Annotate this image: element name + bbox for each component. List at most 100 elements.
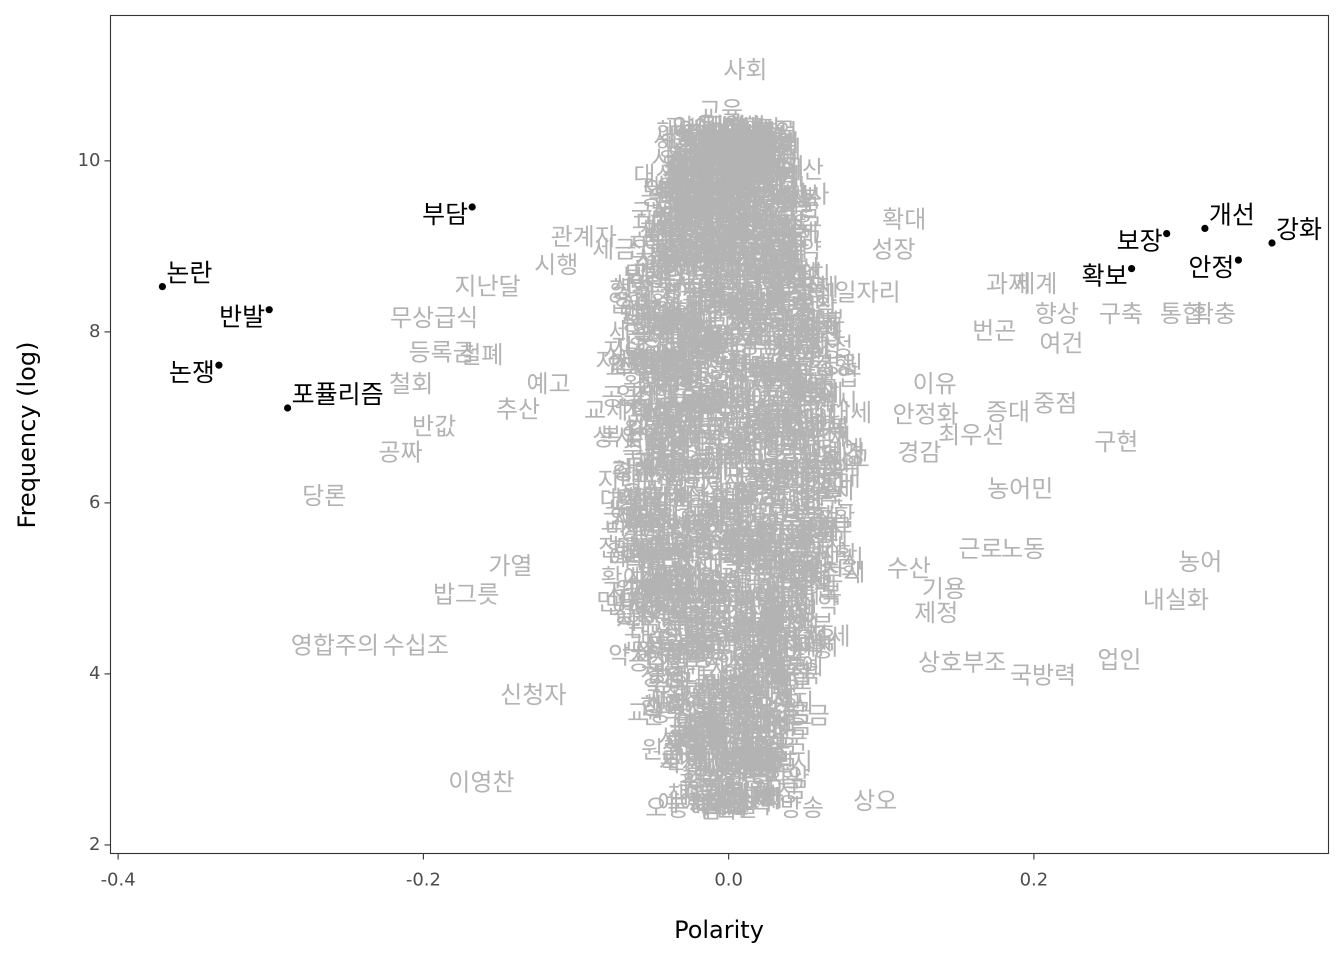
- cloud-word: 확정: [738, 386, 782, 414]
- cloud-word: 복민: [674, 487, 718, 515]
- cloud-word: 예책: [726, 757, 770, 785]
- cloud-word: 예원: [751, 359, 795, 387]
- background-word: 농어민: [987, 475, 1053, 503]
- cloud-word: 확금: [690, 173, 734, 201]
- cloud-word: 대교: [701, 147, 745, 175]
- cloud-word: 진부: [651, 362, 695, 390]
- cloud-word: 확업: [815, 363, 859, 391]
- cloud-word: 지상: [751, 150, 795, 178]
- cloud-word: 확교: [688, 206, 732, 234]
- cloud-word: 원공: [727, 426, 771, 454]
- cloud-word: 경국: [650, 352, 694, 380]
- background-word: 구축: [1099, 300, 1143, 328]
- highlight-label: 강화: [1276, 215, 1322, 244]
- cloud-word: 행세: [732, 636, 776, 664]
- cloud-word: 육약: [681, 605, 725, 633]
- cloud-word: 육공: [687, 636, 731, 664]
- background-word: 향상: [1035, 300, 1079, 328]
- cloud-word: 진시: [822, 558, 866, 586]
- cloud-word: 사책: [789, 411, 833, 439]
- cloud-word: 부세: [742, 409, 786, 437]
- background-word: 경감: [897, 438, 941, 466]
- cloud-word: 추공: [649, 632, 693, 660]
- cloud-word: 경민: [768, 314, 812, 342]
- cloud-word: 지경: [674, 248, 718, 276]
- highlight-label: 확보: [1082, 262, 1128, 291]
- cloud-word: 복정: [657, 363, 701, 391]
- cloud-word: 교예: [713, 690, 757, 718]
- cloud-word: 세대: [650, 597, 694, 625]
- cloud-word: 진시: [695, 195, 739, 223]
- x-axis: -0.4 -0.2 0.0 0.2: [101, 853, 1048, 891]
- y-axis-title: Frequency (log): [13, 342, 41, 529]
- cloud-word: 원지: [755, 129, 799, 157]
- cloud-word: 지책: [629, 260, 673, 288]
- background-word: 철폐: [459, 341, 503, 369]
- cloud-word: 지세: [721, 530, 765, 558]
- cloud-word: 상확: [620, 308, 664, 336]
- cloud-word: 복지: [699, 701, 743, 729]
- cloud-word: 육부: [641, 578, 685, 606]
- cloud-word: 원부: [642, 702, 686, 730]
- background-word: 가열: [488, 552, 532, 580]
- cloud-word: 업교: [648, 486, 692, 514]
- cloud-word: 세제: [775, 614, 819, 642]
- cloud-word: 추확: [819, 559, 863, 587]
- cloud-word: 정진: [662, 275, 706, 303]
- cloud-word: 대추: [703, 441, 747, 469]
- cloud-word: 약금: [728, 307, 772, 335]
- highlight-point: [1163, 230, 1171, 238]
- cloud-word: 정공: [739, 755, 783, 783]
- cloud-word: 금복: [755, 622, 799, 650]
- cloud-word: 약추: [744, 457, 788, 485]
- cloud-word: 원책: [698, 501, 742, 529]
- cloud-word: 정원: [649, 570, 693, 598]
- cloud-word: 약정: [736, 115, 780, 143]
- cloud-word: 지부: [801, 306, 845, 334]
- cloud-word: 국예: [744, 331, 788, 359]
- cloud-word: 부상: [764, 534, 808, 562]
- cloud-word: 정예: [645, 584, 689, 612]
- background-word: 시행: [534, 251, 578, 279]
- x-tick-label: -0.4: [101, 870, 136, 891]
- cloud-word: 민추: [703, 670, 747, 698]
- cloud-word: 제시: [814, 389, 858, 417]
- cloud-word: 정금: [723, 115, 767, 143]
- cloud-word: 확업: [726, 168, 770, 196]
- background-word: 일자리: [834, 278, 900, 306]
- cloud-word: 대시: [691, 334, 735, 362]
- background-word: 지원: [675, 127, 719, 155]
- cloud-word: 복대: [707, 674, 751, 702]
- cloud-word: 대민: [672, 367, 716, 395]
- cloud-word: 예대: [627, 346, 671, 374]
- cloud-word: 원원: [681, 397, 725, 425]
- cloud-word: 상정: [681, 498, 725, 526]
- cloud-word: 지사: [704, 648, 748, 676]
- cloud-word: 책제: [760, 237, 804, 265]
- cloud-word: 사원: [652, 144, 696, 172]
- cloud-word: 지예: [705, 218, 749, 246]
- cloud-word: 세확: [814, 541, 858, 569]
- cloud-word: 대진: [725, 438, 769, 466]
- background-word: 반말: [714, 794, 758, 822]
- cloud-word: 산예: [725, 358, 769, 386]
- cloud-word: 시민: [700, 789, 744, 817]
- cloud-word: 정민: [730, 504, 774, 532]
- cloud-word: 확정: [729, 778, 773, 806]
- cloud-word: 책부: [790, 610, 834, 638]
- cloud-word: 원예: [615, 577, 659, 605]
- cloud-word: 사민: [742, 553, 786, 581]
- background-word: 확대: [882, 206, 926, 234]
- cloud-word: 정육: [734, 751, 778, 779]
- cloud-word: 사국: [670, 735, 714, 763]
- highlight-point: [1201, 224, 1209, 232]
- cloud-word: 행확: [637, 500, 681, 528]
- cloud-word: 진복: [693, 289, 737, 317]
- cloud-word: 정금: [768, 711, 812, 739]
- background-word: 사회: [723, 56, 767, 84]
- cloud-word: 부대: [767, 470, 811, 498]
- background-word: 공짜: [378, 438, 422, 466]
- cloud-word: 경민: [618, 492, 662, 520]
